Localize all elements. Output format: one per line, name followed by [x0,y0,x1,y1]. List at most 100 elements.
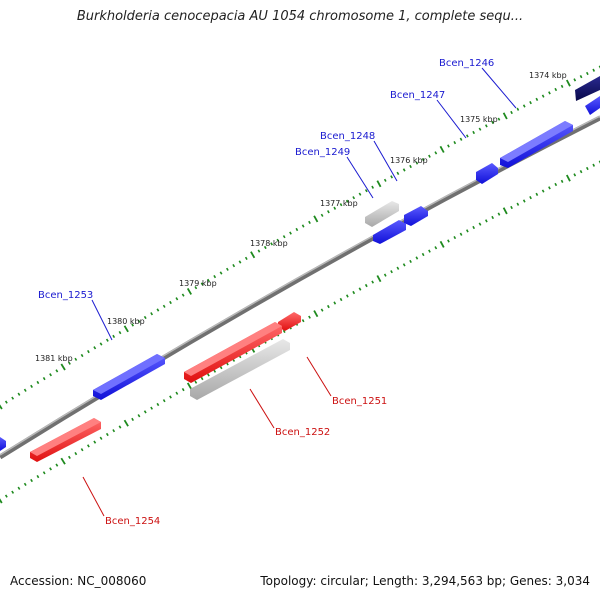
minor-tick [497,117,501,121]
minor-tick [339,297,343,302]
label-bcen-1246[interactable]: Bcen_1246 [439,58,517,109]
label-bcen-1254[interactable]: Bcen_1254 [82,476,160,527]
minor-tick [156,308,160,312]
minor-tick [181,387,185,392]
minor-tick [352,196,356,200]
major-tick [566,174,571,182]
minor-tick [42,471,46,475]
minor-tick [327,210,330,214]
minor-tick [74,451,78,456]
minor-tick [560,84,564,88]
label-bcen-1252[interactable]: Bcen_1252 [249,388,330,438]
major-tick [0,404,3,410]
minor-tick [352,290,356,295]
major-tick [376,275,382,283]
major-tick [502,207,508,215]
minor-tick [510,205,513,210]
label-bcen-1251[interactable]: Bcen_1251 [306,356,387,407]
minor-tick [289,231,292,235]
chromosome-backbone [0,115,600,460]
minor-tick [371,185,375,189]
minor-tick [428,249,431,253]
minor-tick [11,490,15,494]
label-bcen-1253[interactable]: Bcen_1253 [38,290,113,341]
minor-tick [459,137,463,141]
minor-tick [276,238,280,242]
minor-tick [516,107,520,111]
gene-bcen-1251[interactable] [278,312,301,331]
gene-bcen-1252[interactable] [184,322,290,400]
minor-tick [30,384,33,389]
minor-tick [592,68,596,72]
minor-tick [295,227,299,232]
gene-bcen-1246[interactable] [575,76,600,115]
minor-tick [585,166,589,171]
minor-tick [232,264,236,268]
minor-tick [4,494,8,498]
minor-tick [181,293,185,297]
accession-text: Accession: NC_008060 [10,574,147,588]
minor-tick [150,406,153,410]
minor-tick [320,213,324,217]
minor-tick [87,444,90,448]
kbp-label: 1380 kbp [107,317,145,326]
minor-tick [200,376,204,381]
minor-tick [238,260,242,264]
minor-tick [491,215,495,220]
minor-tick [522,199,526,203]
label-bcen-1247[interactable]: Bcen_1247 [390,90,467,139]
minor-tick [327,304,330,309]
major-tick [123,419,129,427]
gene-bcen-1254[interactable] [30,418,101,462]
gene-bcen-1249[interactable] [365,201,406,244]
minor-tick [548,91,551,95]
minor-tick [358,192,362,196]
minor-tick [579,170,583,174]
major-tick [60,363,66,371]
gene-bcen-1248[interactable] [404,206,428,226]
minor-tick [162,304,166,308]
minor-tick [541,94,545,98]
minor-tick [118,425,122,429]
minor-tick [301,319,305,323]
minor-tick [194,380,198,384]
minor-tick [453,236,457,240]
minor-tick [358,287,362,291]
minor-tick [219,365,223,370]
minor-tick [68,361,71,365]
minor-tick [80,353,84,358]
minor-tick [535,192,539,196]
minor-tick [87,349,90,354]
minor-tick [585,71,589,76]
minor-tick [131,417,134,422]
minor-tick [484,124,488,128]
minor-tick [270,242,273,246]
minor-tick [383,178,387,182]
minor-tick [112,429,116,433]
minor-tick [573,173,577,177]
minor-tick [415,256,419,260]
minor-tick [30,478,33,483]
minor-tick [80,448,84,452]
minor-tick [579,75,583,79]
gene-bcen-1247[interactable] [476,121,573,184]
kbp-label: 1377 kbp [320,199,358,208]
minor-tick [529,196,532,200]
minor-tick [143,410,147,414]
gene-bcen-1253[interactable] [93,354,165,400]
minor-tick [194,286,198,290]
gene-fragment[interactable] [0,437,6,451]
svg-text:Bcen_1254: Bcen_1254 [105,516,160,527]
minor-tick [308,315,311,319]
minor-tick [105,338,109,342]
minor-tick [143,315,147,320]
minor-tick [478,222,482,226]
minor-tick [23,388,27,392]
label-bcen-1249[interactable]: Bcen_1249 [295,147,374,199]
label-bcen-1248[interactable]: Bcen_1248 [320,131,398,182]
minor-tick [345,199,349,203]
map-title: Burkholderia cenocepacia AU 1054 chromos… [76,9,524,24]
minor-tick [200,282,204,286]
minor-tick [390,270,393,274]
